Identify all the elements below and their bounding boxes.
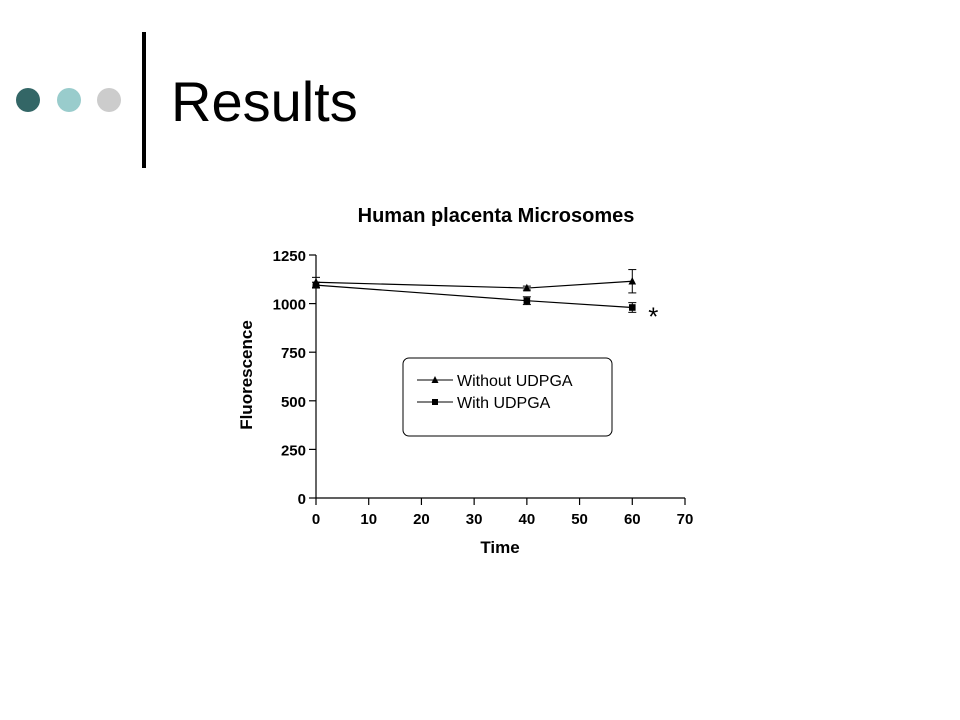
y-tick-label: 500 bbox=[281, 394, 306, 411]
y-tick-label: 1250 bbox=[273, 248, 306, 265]
x-tick-label: 30 bbox=[466, 511, 483, 528]
x-tick-label: 40 bbox=[519, 511, 536, 528]
y-tick-label: 0 bbox=[298, 491, 306, 508]
y-axis-label: Fluorescence bbox=[237, 320, 256, 430]
slide-header: Results bbox=[0, 0, 960, 180]
y-tick-label: 1000 bbox=[273, 297, 306, 314]
x-tick-label: 50 bbox=[571, 511, 588, 528]
square-marker bbox=[432, 399, 438, 405]
x-tick-label: 20 bbox=[413, 511, 430, 528]
x-tick-label: 60 bbox=[624, 511, 641, 528]
series-line bbox=[315, 284, 633, 309]
square-marker bbox=[312, 281, 320, 289]
series-square bbox=[312, 281, 637, 313]
x-tick-label: 0 bbox=[312, 511, 320, 528]
series-line bbox=[315, 280, 633, 289]
line-chart: Human placenta Microsomes Fluorescence T… bbox=[237, 205, 694, 557]
chart-title: Human placenta Microsomes bbox=[358, 205, 635, 227]
slide-title: Results bbox=[171, 70, 358, 133]
triangle-marker bbox=[523, 283, 531, 292]
significance-asterisk: * bbox=[648, 301, 658, 331]
legend-label: Without UDPGA bbox=[457, 373, 573, 390]
series-layer bbox=[312, 269, 637, 313]
triangle-marker bbox=[431, 376, 439, 383]
legend-box bbox=[402, 357, 613, 437]
square-marker bbox=[628, 304, 636, 311]
bullet-dot-dark-teal bbox=[16, 88, 40, 112]
title-divider bbox=[142, 32, 146, 168]
annotations: * bbox=[648, 301, 658, 331]
y-tick-label: 750 bbox=[281, 345, 306, 362]
axes: 0 250 500 750 1000 1250 0 10 20 30 40 50 60 70 bbox=[273, 248, 694, 528]
x-tick-label: 70 bbox=[677, 511, 694, 528]
bullet-dot-gray bbox=[97, 88, 121, 112]
x-tick-label: 10 bbox=[360, 511, 377, 528]
chart-container: Human placenta Microsomes Fluorescence T… bbox=[220, 195, 720, 565]
square-marker bbox=[523, 297, 531, 304]
triangle-marker bbox=[628, 276, 637, 285]
y-tick-label: 250 bbox=[281, 442, 306, 459]
bullet-dot-light-teal bbox=[57, 88, 81, 112]
legend: Without UDPGA With UDPGA bbox=[402, 357, 613, 437]
legend-label: With UDPGA bbox=[457, 395, 551, 412]
series-triangle bbox=[312, 269, 637, 294]
x-axis-label: Time bbox=[480, 538, 519, 557]
